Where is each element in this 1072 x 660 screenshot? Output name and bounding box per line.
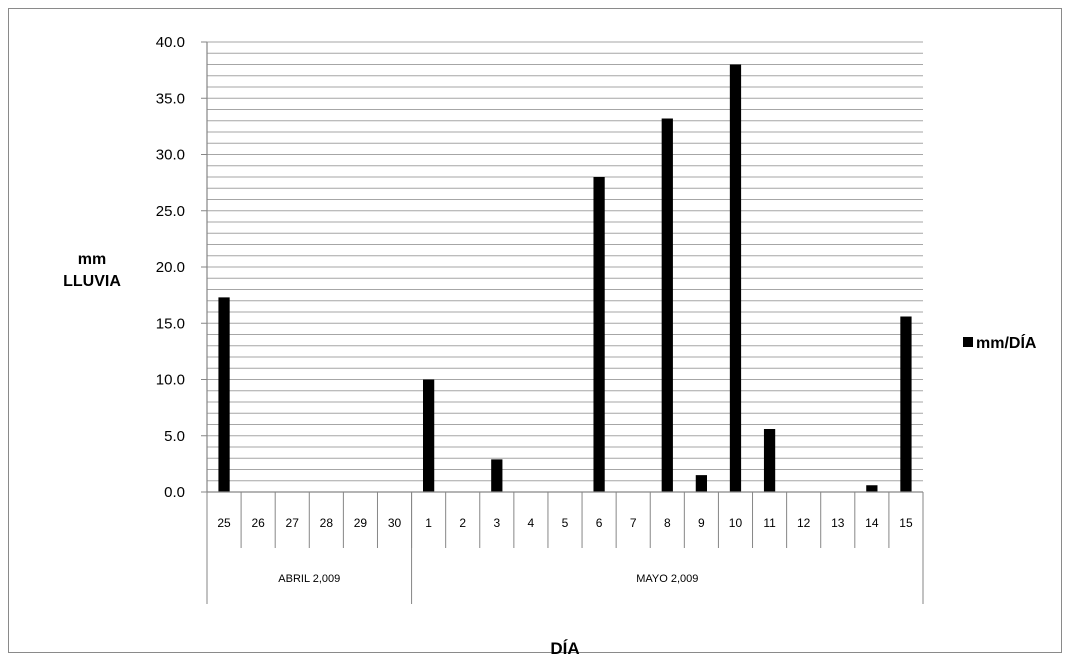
x-tick-label: 2 bbox=[459, 516, 466, 530]
gridlines bbox=[207, 41, 923, 482]
x-tick-label: 26 bbox=[251, 516, 265, 530]
y-axis-title-line-1: mm bbox=[78, 251, 106, 268]
bars bbox=[218, 64, 912, 492]
x-axis-title: DÍA bbox=[550, 639, 579, 658]
chart-frame bbox=[8, 8, 1062, 653]
bar-1 bbox=[422, 379, 435, 492]
y-tick-label: 15.0 bbox=[156, 315, 185, 332]
x-tick-label: 4 bbox=[528, 516, 535, 530]
x-tick-label: 7 bbox=[630, 516, 637, 530]
tick-labels: 0.05.010.015.020.025.030.035.040.025 26 27… bbox=[156, 34, 913, 585]
y-tick-label: 10.0 bbox=[156, 372, 185, 389]
x-tick-label: 11 bbox=[763, 516, 776, 530]
bar-10 bbox=[729, 64, 742, 492]
y-tick-label: 20.0 bbox=[156, 259, 185, 276]
y-tick-label: 5.0 bbox=[164, 428, 185, 445]
x-tick-label: 30 bbox=[388, 516, 402, 530]
legend-swatch bbox=[963, 337, 973, 347]
x-tick-label: 27 bbox=[286, 516, 300, 530]
x-tick-label: 13 bbox=[831, 516, 845, 530]
group-label: ABRIL 2,009 bbox=[278, 573, 340, 585]
y-tick-label: 35.0 bbox=[156, 90, 185, 107]
bar-25 bbox=[218, 297, 230, 492]
y-axis-title-line-2: LLUVIA bbox=[63, 273, 121, 290]
x-tick-label: 8 bbox=[664, 516, 671, 530]
group-label: MAYO 2,009 bbox=[636, 573, 698, 585]
bar-3 bbox=[491, 459, 503, 492]
axes bbox=[201, 41, 924, 604]
y-tick-label: 25.0 bbox=[156, 203, 185, 220]
x-tick-label: 12 bbox=[797, 516, 811, 530]
x-tick-label: 25 bbox=[217, 516, 231, 530]
legend: mm/DÍA bbox=[963, 333, 1037, 352]
x-tick-label: 1 bbox=[425, 516, 432, 530]
legend-label: mm/DÍA bbox=[976, 333, 1037, 352]
bar-8 bbox=[661, 118, 673, 492]
x-tick-label: 28 bbox=[320, 516, 334, 530]
bar-14 bbox=[866, 485, 878, 492]
x-tick-label: 15 bbox=[899, 516, 913, 530]
bar-9 bbox=[695, 475, 708, 492]
bar-6 bbox=[593, 177, 605, 492]
x-tick-label: 10 bbox=[729, 516, 743, 530]
x-tick-label: 5 bbox=[562, 516, 569, 530]
y-tick-label: 0.0 bbox=[164, 484, 185, 501]
bar-15 bbox=[900, 316, 912, 492]
x-tick-label: 9 bbox=[698, 516, 705, 530]
x-tick-label: 3 bbox=[493, 516, 500, 530]
x-tick-label: 6 bbox=[596, 516, 603, 530]
bar-11 bbox=[763, 429, 776, 492]
x-tick-label: 29 bbox=[354, 516, 368, 530]
x-tick-label: 14 bbox=[865, 516, 879, 530]
y-tick-label: 30.0 bbox=[156, 147, 185, 164]
y-tick-label: 40.0 bbox=[156, 34, 185, 51]
